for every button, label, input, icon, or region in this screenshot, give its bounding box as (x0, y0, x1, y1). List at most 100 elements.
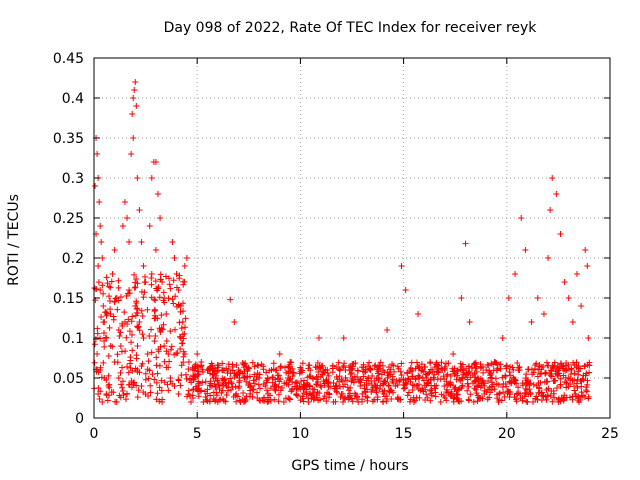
data-point (402, 287, 409, 293)
data-point-dense (342, 374, 349, 381)
data-point-dense (418, 368, 425, 375)
data-point (553, 191, 560, 197)
data-point-dense (573, 393, 580, 400)
data-point (557, 231, 564, 237)
data-point-dense (404, 369, 410, 376)
data-point (505, 295, 512, 301)
data-point-dense (138, 307, 145, 314)
data-point-dense (557, 360, 564, 367)
data-point-dense (415, 386, 422, 393)
data-point-dense (263, 369, 270, 376)
data-point (121, 199, 128, 205)
data-point-dense (273, 367, 280, 374)
data-point-dense (139, 331, 146, 338)
data-point-dense (333, 388, 340, 395)
data-point (181, 263, 188, 269)
data-point (458, 295, 465, 301)
data-point-dense (140, 294, 147, 301)
data-point-dense (514, 360, 521, 367)
data-point (163, 311, 170, 317)
data-point (534, 295, 541, 301)
data-point-dense (196, 382, 203, 389)
data-point-dense (261, 398, 268, 405)
data-point-dense (391, 368, 398, 375)
data-point-dense (105, 352, 112, 359)
data-point-dense (142, 376, 149, 383)
x-tick-label: 5 (193, 426, 202, 442)
data-point-dense (114, 359, 121, 366)
data-point-dense (383, 398, 390, 405)
data-point-dense (134, 280, 141, 287)
data-point-dense (240, 390, 247, 397)
data-point (126, 239, 133, 245)
y-tick-label: 0.3 (62, 171, 84, 187)
y-axis-label: ROTI / TECUs (6, 194, 22, 286)
data-point-dense (324, 379, 331, 386)
data-point-dense (314, 381, 321, 388)
data-point-dense (115, 297, 122, 304)
data-point-dense (560, 372, 567, 379)
data-point-dense (213, 372, 220, 379)
x-tick-label: 0 (90, 426, 99, 442)
data-point (128, 151, 135, 157)
y-tick-label: 0.05 (53, 371, 84, 387)
data-point-dense (534, 396, 541, 403)
data-point-dense (234, 393, 241, 400)
data-point-dense (242, 398, 249, 405)
data-point-dense (466, 397, 473, 404)
data-point-dense (315, 369, 322, 376)
data-point-dense (433, 363, 440, 370)
data-point-dense (167, 346, 174, 353)
data-point-dense (340, 364, 347, 371)
data-point-dense (423, 391, 430, 398)
data-point-dense (512, 396, 519, 403)
data-point-dense (381, 378, 388, 385)
data-point-dense (95, 279, 102, 286)
data-point-dense (388, 387, 395, 394)
data-point (578, 303, 585, 309)
data-point-dense (307, 367, 314, 374)
data-point-dense (215, 367, 222, 374)
data-point-dense (433, 368, 440, 375)
data-point-dense (265, 396, 272, 403)
data-point-dense (317, 382, 324, 389)
data-point (94, 351, 101, 357)
data-point-dense (158, 387, 165, 394)
data-point-dense (273, 384, 280, 391)
data-point-dense (107, 342, 114, 349)
data-point-dense (448, 393, 455, 400)
data-point (384, 327, 391, 333)
data-point-dense (549, 398, 556, 405)
data-point-dense (156, 362, 163, 369)
data-point-dense (174, 350, 181, 357)
data-point-dense (303, 391, 310, 398)
data-point-dense (443, 386, 450, 393)
data-point-dense (147, 389, 154, 396)
data-point-dense (542, 369, 549, 376)
data-point-dense (148, 326, 155, 333)
data-point-dense (389, 378, 396, 385)
data-point (569, 319, 576, 325)
data-point-dense (128, 331, 135, 338)
data-point-dense (407, 396, 414, 403)
data-point-dense (110, 389, 117, 396)
data-point-dense (569, 396, 576, 403)
data-point-dense (500, 380, 507, 387)
data-point-dense (583, 387, 590, 394)
data-point-dense (185, 391, 192, 398)
data-point-dense (575, 371, 582, 378)
data-point-dense (360, 373, 367, 380)
data-point-dense (405, 376, 412, 383)
data-point-dense (385, 372, 392, 379)
data-point-dense (345, 396, 352, 403)
data-point-dense (202, 394, 209, 401)
data-point-dense (250, 377, 257, 384)
data-point-dense (266, 367, 273, 374)
data-point-dense (168, 343, 175, 350)
data-point-dense (555, 395, 562, 402)
data-point-dense (552, 377, 559, 384)
data-point-dense (127, 354, 134, 361)
data-point-dense (580, 376, 587, 383)
data-point-dense (135, 387, 142, 394)
data-point-dense (360, 361, 367, 368)
